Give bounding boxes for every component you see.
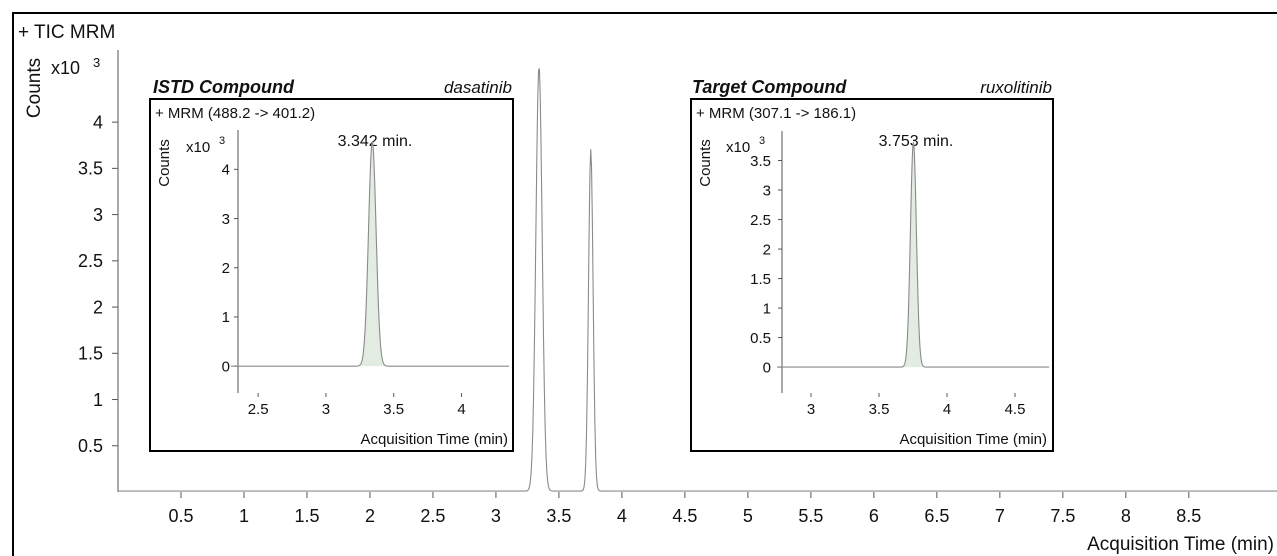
main-x-tick-label: 8.5 [1176,506,1201,526]
inset-target-y-tick-label: 0.5 [750,330,771,347]
inset-istd-y-label: Counts [156,139,173,187]
chart-frame [12,12,1277,556]
main-y-axis-label: Counts [24,58,45,118]
inset-istd-x-tick-label: 4 [457,401,465,418]
main-y-tick-label: 3.5 [78,159,103,179]
main-x-axis-label: Acquisition Time (min) [1087,534,1274,555]
inset-target-compound: ruxolitinib [980,78,1052,97]
inset-target-exponent-power: 3 [759,135,765,147]
inset-target-x-tick-label: 4.5 [1005,401,1026,418]
main-y-exponent-base: x10 [51,58,80,78]
inset-target-y-tick-label: 1 [763,300,771,317]
inset-istd-exponent-base: x10 [186,139,210,156]
main-x-tick-label: 8 [1121,506,1131,526]
inset-istd-heading: ISTD Compound [153,77,295,97]
inset-target-y-tick-label: 0 [763,359,771,376]
main-trace [118,68,1277,492]
inset-istd-x-tick-label: 2.5 [248,401,269,418]
inset-istd: ISTD Compound dasatinib + MRM (488.2 -> … [149,77,514,452]
main-x-tick-label: 3.5 [546,506,571,526]
inset-istd-y-tick-label: 2 [222,260,230,277]
main-y-tick-label: 0.5 [78,436,103,456]
inset-istd-y-tick-label: 4 [222,162,230,179]
main-x-tick-label: 2 [365,506,375,526]
inset-target-axes: 0 0.5 1 1.5 2 2.5 3 3.5 3 3.5 4 4.5 [750,131,1025,418]
inset-istd-series-line [231,141,509,367]
inset-target-y-label: Counts [697,139,714,187]
main-x-tick-label: 1 [239,506,249,526]
main-axes: 0.5 1 1.5 2 2.5 3 3.5 4 0.5 1 1.5 2 2.5 3 3.5 4 4.5 5 5.5 6… [78,50,1201,526]
main-x-tick-label: 4.5 [672,506,697,526]
inset-target-x-tick-label: 4 [943,401,951,418]
inset-target-y-tick-label: 1.5 [750,271,771,288]
inset-target-trace [777,141,1049,368]
inset-target-transition: + MRM (307.1 -> 186.1) [696,105,856,122]
main-y-tick-label: 2.5 [78,251,103,271]
inset-istd-peak-label: 3.342 min. [338,133,413,150]
inset-istd-x-tick-label: 3.5 [383,401,404,418]
inset-istd-axes: 0 1 2 3 4 2.5 3 3.5 4 [222,130,466,418]
main-x-tick-label: 0.5 [168,506,193,526]
main-y-exponent-power: 3 [93,55,100,70]
main-y-tick-label: 3 [93,205,103,225]
main-y-tick-label: 2 [93,297,103,317]
inset-istd-trace [231,141,509,367]
main-y-tick-label: 1 [93,390,103,410]
main-series-line [118,68,1277,492]
inset-istd-compound: dasatinib [444,78,512,97]
inset-istd-y-tick-label: 3 [222,211,230,228]
inset-target-y-tick-label: 3 [763,182,771,199]
main-x-tick-label: 7.5 [1050,506,1075,526]
main-x-tick-label: 3 [491,506,501,526]
inset-istd-exponent-power: 3 [219,135,225,147]
inset-target-series-line [777,141,1049,368]
main-x-tick-label: 4 [617,506,627,526]
main-x-tick-label: 5.5 [798,506,823,526]
main-x-tick-label: 7 [995,506,1005,526]
inset-target-heading: Target Compound [692,77,847,97]
inset-target-y-tick-label: 2 [763,241,771,258]
main-x-tick-label: 5 [743,506,753,526]
inset-istd-x-tick-label: 3 [322,401,330,418]
main-y-tick-label: 4 [93,112,103,132]
inset-target-y-tick-label: 2.5 [750,212,771,229]
main-trace-label: + TIC MRM [18,22,115,43]
inset-istd-box [149,98,514,452]
inset-istd-x-label: Acquisition Time (min) [360,431,508,448]
inset-target-peak-label: 3.753 min. [879,133,954,150]
inset-target-box [690,98,1054,452]
main-x-tick-label: 1.5 [294,506,319,526]
main-y-tick-label: 1.5 [78,344,103,364]
main-x-tick-label: 6 [869,506,879,526]
inset-target-peak-area [901,142,926,368]
inset-target: Target Compound ruxolitinib + MRM (307.1… [690,77,1054,452]
inset-target-exponent-base: x10 [726,139,750,156]
inset-target-x-tick-label: 3 [807,401,815,418]
main-x-tick-label: 2.5 [420,506,445,526]
inset-target-y-tick-label: 3.5 [750,153,771,170]
inset-target-x-label: Acquisition Time (min) [899,431,1047,448]
inset-istd-y-tick-label: 1 [222,309,230,326]
main-x-tick-label: 6.5 [924,506,949,526]
inset-istd-peak-area [357,142,388,367]
inset-istd-transition: + MRM (488.2 -> 401.2) [155,105,315,122]
inset-target-x-tick-label: 3.5 [869,401,890,418]
inset-istd-y-tick-label: 0 [222,358,230,375]
